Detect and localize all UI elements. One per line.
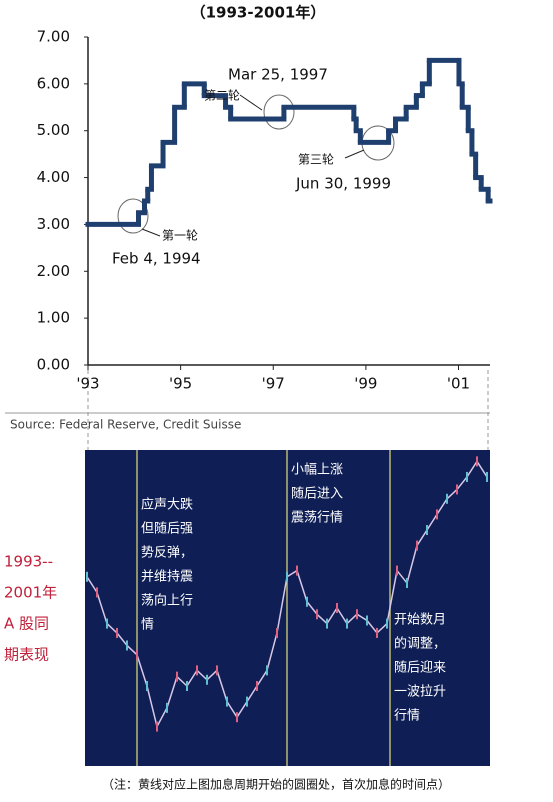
candle xyxy=(206,674,208,685)
panel-note: 行情 xyxy=(394,709,420,724)
candle xyxy=(336,603,338,613)
candle xyxy=(456,484,458,495)
candle xyxy=(196,665,198,676)
candle xyxy=(116,627,118,638)
panel-note: 但随后强 xyxy=(141,522,193,537)
arrow xyxy=(141,228,161,237)
candle xyxy=(236,712,238,723)
panel-note: 应声大跌 xyxy=(141,497,193,513)
candle xyxy=(276,627,278,638)
candle xyxy=(396,565,398,576)
candle xyxy=(476,456,478,467)
candle xyxy=(186,681,188,691)
candle xyxy=(106,618,108,629)
chart-title: （1993-2001年） xyxy=(191,4,326,22)
annotation: Mar 25, 1997 xyxy=(228,66,328,84)
candle xyxy=(166,702,168,713)
x-tick-label: '01 xyxy=(447,375,470,393)
candle xyxy=(406,578,408,589)
side-label: 1993-- xyxy=(4,553,53,571)
candle xyxy=(416,540,418,551)
y-tick-label: 4.00 xyxy=(37,168,70,186)
panel-note: 小幅上涨 xyxy=(291,463,343,478)
annotation: Feb 4, 1994 xyxy=(112,250,201,268)
candle xyxy=(136,649,138,660)
x-tick-label: '97 xyxy=(262,375,285,393)
candle xyxy=(96,587,98,598)
candle xyxy=(426,525,428,535)
x-tick-label: '95 xyxy=(169,375,192,393)
panel-note: 开始数月 xyxy=(394,613,446,628)
candle xyxy=(316,609,318,620)
candle xyxy=(86,571,88,582)
candle xyxy=(436,509,438,520)
candle xyxy=(376,627,378,638)
candle xyxy=(306,596,308,607)
circle xyxy=(117,198,149,234)
candle xyxy=(446,493,448,504)
candle xyxy=(466,471,468,482)
candle xyxy=(366,615,368,626)
y-tick-label: 2.00 xyxy=(37,262,70,280)
candle xyxy=(256,681,258,691)
candle xyxy=(216,665,218,676)
panel-note: 并维持震 xyxy=(141,570,193,585)
side-label: A 股同 xyxy=(4,615,49,633)
side-label: 期表现 xyxy=(4,646,49,664)
footnote: （注：黄线对应上图加息周期开始的圆圈处，首次加息的时间点） xyxy=(102,777,450,792)
arrow xyxy=(239,94,263,111)
candle xyxy=(286,571,288,582)
candle xyxy=(296,565,298,576)
panel-note: 势反弹， xyxy=(141,545,193,561)
y-tick-label: 1.00 xyxy=(37,309,70,327)
candle xyxy=(386,618,388,629)
y-tick-label: 5.00 xyxy=(37,121,70,139)
side-label: 2001年 xyxy=(4,584,57,602)
panel-note: 情 xyxy=(141,618,154,633)
panel-note: 随后进入 xyxy=(291,487,343,502)
x-tick-label: '99 xyxy=(354,375,377,393)
candle xyxy=(486,471,488,482)
candle xyxy=(356,609,358,620)
annotation: 第二轮 xyxy=(204,89,240,103)
candle xyxy=(326,618,328,629)
candle xyxy=(176,671,178,682)
x-tick-label: '93 xyxy=(76,375,99,393)
y-tick-label: 0.00 xyxy=(37,356,70,374)
annotation: 第一轮 xyxy=(162,229,198,243)
y-tick-label: 6.00 xyxy=(37,74,70,92)
y-tick-label: 3.00 xyxy=(37,215,70,233)
y-tick-label: 7.00 xyxy=(37,28,70,46)
candle xyxy=(156,721,158,732)
annotation: Jun 30, 1999 xyxy=(295,175,391,193)
candle xyxy=(346,618,348,629)
circle xyxy=(263,94,295,130)
candle xyxy=(146,681,148,691)
panel-note: 荡向上行 xyxy=(141,593,193,609)
panel-note: 一波拉升 xyxy=(394,685,446,700)
candle xyxy=(246,696,248,707)
annotation: 第三轮 xyxy=(298,153,334,167)
candle xyxy=(266,665,268,676)
candle xyxy=(126,640,128,651)
panel-note: 的调整， xyxy=(394,636,446,652)
panel-note: 随后迎来 xyxy=(394,661,446,676)
arrow xyxy=(344,149,365,159)
panel-note: 震荡行情 xyxy=(291,511,343,526)
source: Source: Federal Reserve, Credit Suisse xyxy=(10,418,241,432)
candle xyxy=(226,696,228,707)
